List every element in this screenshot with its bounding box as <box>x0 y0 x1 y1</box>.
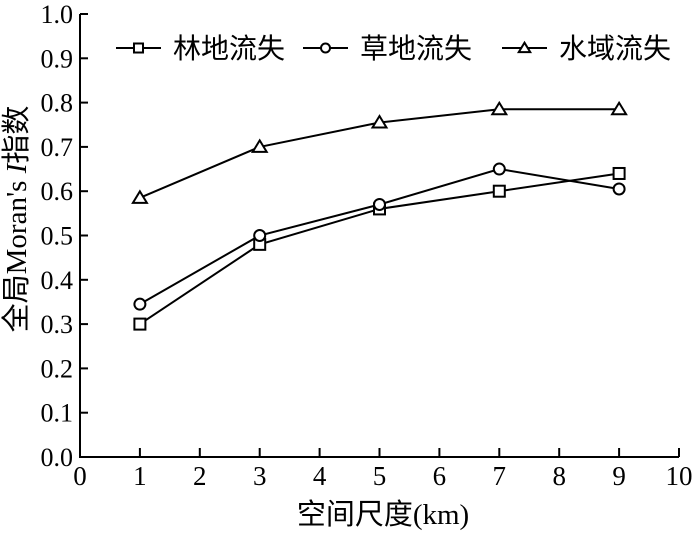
series-2-point-3-triangle-marker <box>490 100 509 116</box>
series-line-1 <box>139 168 620 306</box>
y-axis-tick-label: 0.6 <box>41 177 74 206</box>
plot-axes <box>79 14 679 458</box>
chart-generated-layer: 0.0 0.1 0.2 0.3 0.4 0.5 0.6 0.7 0.8 0.9 1.0 0 1 2 3 4 5 6… <box>41 0 693 491</box>
series-0-point-4-square-marker <box>612 166 626 180</box>
series-2-point-0-triangle-marker <box>131 189 149 204</box>
series-2-point-4-triangle-marker <box>610 100 628 116</box>
legend-label-2: 水域流失 <box>559 33 671 65</box>
y-axis-tick-label: 0.7 <box>41 133 74 162</box>
x-axis-tick-label: 1 <box>133 461 147 491</box>
series-1-point-2-circle-marker <box>373 197 386 211</box>
legend-0-square-marker <box>132 42 145 54</box>
x-axis-tick-label: 2 <box>193 461 207 491</box>
legend-1-circle-marker <box>319 42 332 54</box>
series-2-point-1-triangle-marker <box>250 138 269 153</box>
legend-label-0: 林地流失 <box>173 33 285 65</box>
y-axis-tick-label: 0.1 <box>41 399 74 428</box>
x-axis-tick-label: 3 <box>253 461 267 491</box>
y-axis-tick-label: 0.0 <box>41 443 74 472</box>
legend-label-1: 草地流失 <box>360 33 472 65</box>
series-line-0 <box>139 172 620 325</box>
x-axis-tick-label: 8 <box>552 461 566 491</box>
y-axis-title-latin: Moran's <box>1 173 33 274</box>
x-axis-tick-label: 6 <box>433 461 447 491</box>
y-axis-tick-label: 0.9 <box>41 44 74 73</box>
series-1-point-0-circle-marker <box>133 297 147 311</box>
x-axis-tick-label: 4 <box>313 461 327 491</box>
y-axis-tick-label: 0.8 <box>41 89 74 118</box>
y-axis-tick-label: 1.0 <box>41 0 74 29</box>
series-1-point-4-circle-marker <box>612 182 626 196</box>
x-axis-tick-label: 9 <box>612 461 626 491</box>
series-1-point-1-circle-marker <box>253 229 267 242</box>
y-axis-tick-label: 0.5 <box>41 222 74 251</box>
y-axis-title-italic-i: I <box>1 162 33 174</box>
x-axis-tick-label: 5 <box>373 461 387 491</box>
x-axis-tick-label: 0 <box>73 461 87 491</box>
y-axis-title-prefix: 全局 <box>0 274 33 332</box>
y-axis-tick-label: 0.3 <box>41 310 74 339</box>
y-axis-title-suffix: 指数 <box>0 106 33 164</box>
y-axis-title: 全局Moran's I指数 <box>0 106 33 333</box>
y-axis-tick-label: 0.2 <box>41 354 74 383</box>
series-2-point-2-triangle-marker <box>370 114 389 129</box>
x-axis-title: 空间尺度(km) <box>297 498 469 531</box>
series-0-point-0-square-marker <box>133 317 147 331</box>
legend-2-triangle-marker <box>516 40 533 54</box>
series-0-point-3-square-marker <box>492 184 506 198</box>
x-axis-tick-label: 7 <box>493 461 507 491</box>
y-axis-tick-label: 0.4 <box>41 266 74 295</box>
x-axis-tick-label: 10 <box>666 461 693 491</box>
series-1-point-3-circle-marker <box>492 162 506 176</box>
